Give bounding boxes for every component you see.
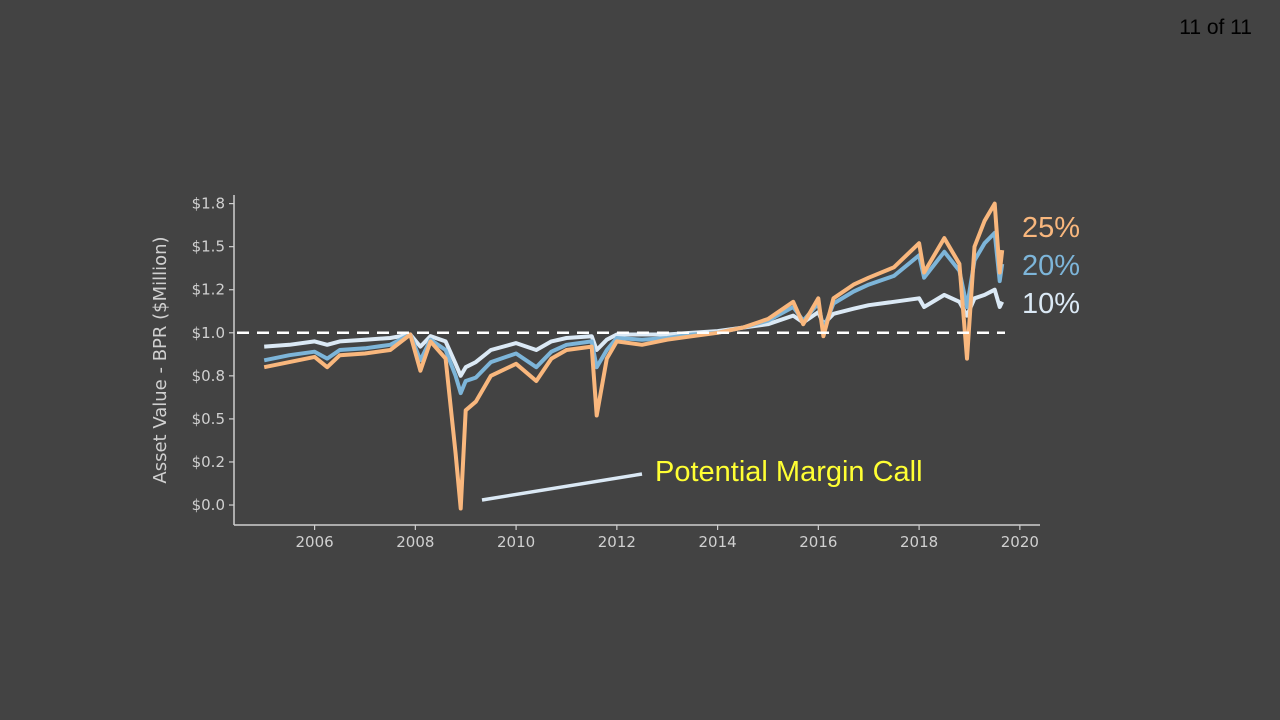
series-line-20pct [263, 230, 1005, 396]
series-label-20: 20% [1022, 250, 1080, 282]
y-tick-label: $0.0 [192, 496, 225, 514]
x-tick-label: 2014 [699, 533, 737, 551]
y-tick-label: $0.8 [192, 367, 225, 385]
y-tick-label: $1.5 [192, 238, 225, 256]
series-lines [263, 201, 1005, 511]
slide-number: 11 of 11 [1179, 16, 1252, 39]
x-tick-label: 2010 [497, 533, 535, 551]
series-line-25pct [263, 201, 1005, 511]
series-label-25: 25% [1022, 212, 1080, 244]
x-tick-label: 2020 [1001, 533, 1039, 551]
y-tick-label: $1.2 [192, 281, 225, 299]
series-line-10pct [264, 287, 1005, 378]
axes: $0.0 $0.2 $0.5 $0.8 $1.0 $1.2 $1.5 $1.8 2006 2008… [192, 195, 1040, 551]
y-tick-label: $0.5 [192, 410, 225, 428]
annotation-text: Potential Margin Call [655, 456, 923, 488]
annotation-arrow [481, 472, 643, 502]
series-label-10: 10% [1022, 288, 1080, 320]
y-tick-label: $1.8 [192, 195, 225, 213]
x-tick-label: 2016 [799, 533, 837, 551]
y-tick-label: $1.0 [192, 324, 225, 342]
x-tick-label: 2006 [296, 533, 334, 551]
y-tick-label: $0.2 [192, 453, 225, 471]
x-tick-label: 2018 [900, 533, 938, 551]
x-tick-label: 2008 [396, 533, 434, 551]
x-tick-label: 2012 [598, 533, 636, 551]
y-axis-title: Asset Value - BPR ($Million) [150, 236, 171, 483]
